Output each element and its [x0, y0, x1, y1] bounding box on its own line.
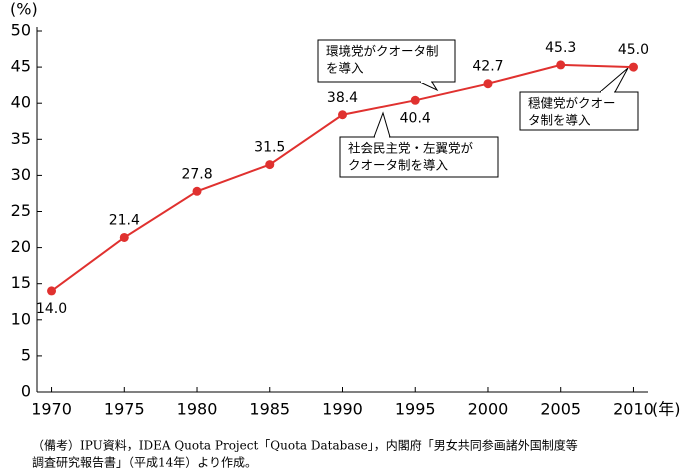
x-tick-label: 1980 [177, 400, 218, 419]
annotation-tail [373, 111, 391, 138]
annotation-text: クオータ制を導入 [348, 158, 449, 173]
x-tick-label: 1975 [104, 400, 145, 419]
y-tick-label: 45 [11, 57, 31, 76]
data-point [265, 160, 275, 170]
annotation-text: を導入 [326, 61, 364, 76]
x-unit: (年) [652, 400, 681, 419]
annotation-text: 穏健党がクオー [528, 96, 616, 111]
y-tick-label: 50 [11, 21, 31, 40]
y-unit: (%) [10, 0, 38, 19]
value-label: 38.4 [327, 90, 358, 106]
x-tick-label: 1970 [31, 400, 72, 419]
annotation-box [317, 39, 456, 83]
annotation-box [339, 136, 499, 178]
data-point [47, 286, 57, 296]
annotation-text: タ制を導入 [528, 113, 591, 128]
value-label: 45.0 [618, 42, 649, 58]
y-tick-label: 5 [21, 345, 31, 364]
y-tick-label: 0 [21, 382, 31, 401]
x-tick-label: 2005 [540, 400, 581, 419]
data-point [628, 62, 638, 72]
y-tick-label: 15 [11, 273, 31, 292]
data-point [410, 95, 420, 105]
y-tick-label: 25 [11, 201, 31, 220]
value-label: 14.0 [36, 301, 67, 317]
x-tick-label: 1995 [395, 400, 436, 419]
data-point [119, 232, 129, 242]
annotation-box [519, 91, 639, 131]
y-tick-label: 40 [11, 93, 31, 112]
x-tick-label: 1990 [322, 400, 363, 419]
data-point [556, 60, 566, 70]
value-label: 42.7 [472, 59, 503, 75]
data-point [483, 79, 493, 89]
x-tick-label: 1985 [249, 400, 290, 419]
y-tick-label: 30 [11, 165, 31, 184]
value-label: 45.3 [545, 40, 576, 56]
y-tick-label: 20 [11, 237, 31, 256]
value-label: 21.4 [109, 212, 140, 228]
note-line: 調査研究報告書」（平成14年）より作成。 [32, 455, 257, 470]
data-point [338, 110, 347, 120]
annotation-tail [419, 81, 439, 92]
x-tick-label: 2010 [613, 400, 654, 419]
y-tick-label: 35 [11, 129, 31, 148]
y-tick-label: 10 [11, 309, 31, 328]
value-label: 40.4 [400, 110, 431, 126]
note-line: （備考）IPU資料，IDEA Quota Project「Quota Datab… [32, 438, 578, 453]
annotation-text: 環境党がクオータ制 [326, 44, 439, 59]
data-point [192, 186, 202, 196]
x-tick-label: 2000 [468, 400, 509, 419]
annotation-tail [598, 67, 629, 93]
value-label: 31.5 [254, 140, 285, 156]
value-label: 27.8 [181, 166, 212, 182]
annotation-text: 社会民主党・左翼党が [348, 141, 474, 156]
